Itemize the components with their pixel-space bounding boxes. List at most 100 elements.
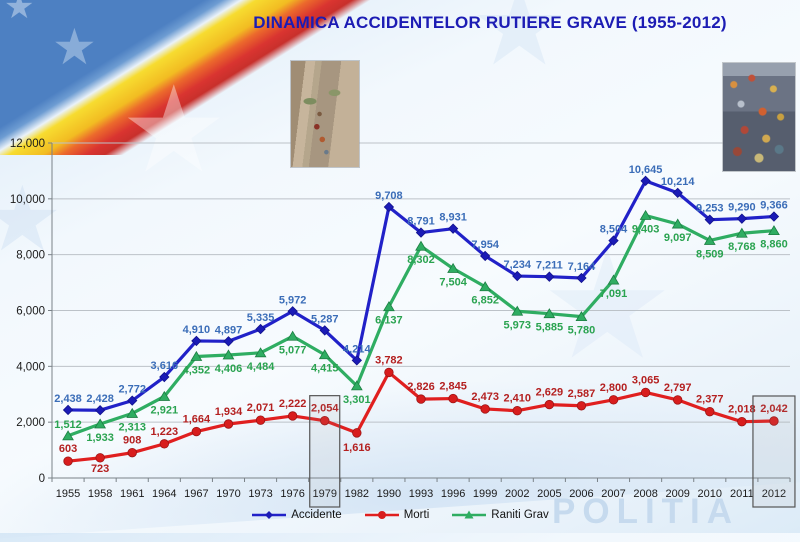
traffic-jam-photo [723, 63, 795, 171]
data-point [255, 323, 266, 335]
data-point [704, 214, 715, 225]
x-tick-label: 1958 [88, 488, 112, 500]
data-label: 1,933 [86, 432, 114, 444]
data-point [384, 367, 394, 378]
data-point [158, 390, 171, 401]
data-label: 5,973 [503, 319, 531, 331]
data-label: 4,484 [247, 361, 275, 373]
data-label: 10,645 [629, 164, 663, 176]
page-title: DINAMICA ACCIDENTELOR RUTIERE GRAVE (195… [253, 13, 727, 32]
data-point [352, 428, 362, 438]
data-label: 5,077 [279, 344, 307, 356]
data-label: 9,708 [375, 190, 403, 202]
data-point [447, 262, 459, 273]
data-label: 1,934 [215, 406, 243, 418]
data-point [769, 416, 779, 426]
data-point [191, 426, 202, 437]
data-point [480, 404, 490, 414]
data-point [62, 404, 74, 416]
data-point [223, 419, 234, 429]
data-label: 9,366 [760, 200, 788, 212]
data-label: 2,377 [696, 394, 724, 406]
data-label: 2,071 [247, 402, 275, 414]
data-label: 2,410 [503, 393, 531, 405]
data-point [737, 416, 747, 427]
x-tick-label: 1996 [441, 488, 465, 500]
x-tick-label: 1973 [248, 488, 272, 500]
data-label: 7,234 [503, 259, 531, 271]
data-point [672, 395, 683, 405]
data-label: 8,931 [439, 212, 467, 224]
data-point [222, 349, 235, 360]
data-point [287, 411, 298, 421]
data-point [126, 407, 139, 418]
data-label: 5,287 [311, 313, 339, 325]
data-label: 1,223 [151, 426, 179, 438]
data-point [671, 218, 684, 229]
data-point [544, 399, 555, 410]
data-label: 2,629 [536, 387, 564, 399]
x-tick-label: 2006 [569, 488, 593, 500]
data-label: 2,921 [151, 404, 179, 416]
data-label: 7,211 [536, 260, 563, 272]
data-point [63, 456, 73, 466]
data-point [159, 371, 170, 383]
legend-item-accidente: Accidente [251, 509, 342, 521]
x-tick-label: 2010 [698, 488, 722, 500]
legend-label: Raniti Grav [491, 509, 549, 521]
data-label: 3,065 [632, 374, 660, 386]
data-point [383, 301, 395, 312]
data-label: 908 [123, 435, 141, 447]
data-point [544, 271, 555, 282]
x-tick-label: 1964 [152, 488, 176, 500]
data-label: 2,438 [54, 393, 82, 405]
city-boulevard-photo [291, 61, 359, 167]
y-tick-label: 10,000 [10, 194, 45, 206]
data-point [640, 387, 651, 398]
x-tick-label: 1982 [345, 488, 369, 500]
data-point [383, 201, 395, 213]
x-tick-label: 1970 [216, 488, 240, 500]
data-label: 5,972 [279, 294, 307, 306]
data-label: 603 [59, 443, 77, 455]
y-tick-label: 0 [39, 473, 45, 485]
legend-item-raniti-grav: Raniti Grav [451, 509, 549, 521]
highlight-box-1979 [309, 395, 341, 508]
data-point [705, 406, 715, 417]
data-label: 723 [91, 463, 109, 475]
x-tick-label: 2002 [505, 488, 529, 500]
data-label: 7,504 [439, 277, 467, 289]
data-label: 5,885 [536, 322, 564, 334]
legend-label: Morti [403, 509, 430, 521]
x-tick-label: 1967 [184, 488, 208, 500]
data-point [319, 325, 330, 336]
data-label: 9,253 [696, 203, 724, 215]
x-tick-label: 1955 [56, 488, 80, 500]
data-label: 9,290 [728, 202, 756, 214]
data-label: 2,054 [311, 403, 339, 415]
x-tick-label: 2005 [537, 488, 561, 500]
data-point [512, 406, 522, 416]
data-label: 8,768 [728, 241, 756, 253]
y-tick-label: 2,000 [16, 417, 45, 429]
x-tick-label: 2012 [762, 488, 786, 500]
data-point [350, 380, 363, 391]
data-label: 3,301 [343, 394, 371, 406]
data-label: 2,587 [568, 388, 596, 400]
data-label: 8,509 [696, 248, 724, 260]
data-label: 6,137 [375, 315, 403, 327]
data-point [575, 311, 588, 322]
y-tick-label: 6,000 [16, 306, 45, 318]
data-point [351, 355, 362, 366]
data-label: 4,897 [215, 324, 243, 336]
legend-label: Accidente [291, 509, 342, 521]
data-label: 4,415 [311, 363, 339, 375]
data-label: 6,852 [471, 295, 499, 307]
data-label: 8,302 [407, 254, 435, 266]
x-tick-label: 2007 [601, 488, 625, 500]
data-label: 7,091 [600, 288, 628, 300]
data-point [736, 213, 748, 224]
legend-marker-icon [252, 511, 287, 519]
data-point [479, 281, 492, 292]
